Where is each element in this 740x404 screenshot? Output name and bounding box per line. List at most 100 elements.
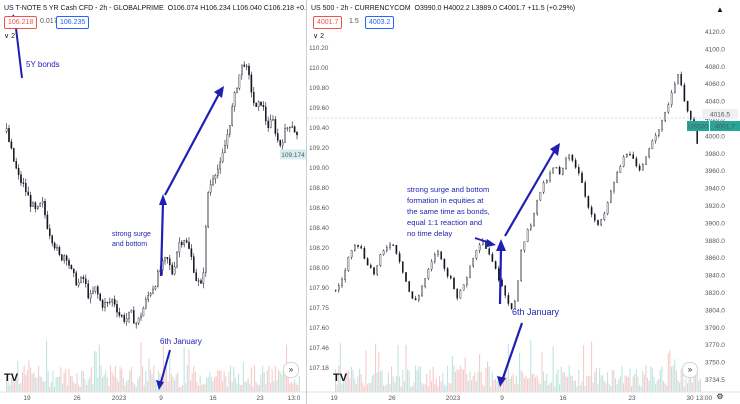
volume-bar <box>30 367 32 392</box>
pane-divider[interactable] <box>306 0 307 404</box>
x-tick-label: 26 <box>73 395 81 402</box>
volume-bar <box>183 347 185 392</box>
chart-pane-spx[interactable]: 19 26 2023 9 16 23 30 13:00 4120.0 4100.0 4080.0 40… <box>307 0 740 404</box>
left-axis-tick-label: 107.18 <box>309 365 329 372</box>
volume-bar <box>672 365 674 392</box>
spx-buy-box[interactable]: 4003.2 <box>365 16 395 29</box>
candle-body <box>376 265 378 275</box>
volume-bar <box>637 376 639 392</box>
volume-bar <box>166 367 168 392</box>
volume-bar <box>142 366 144 392</box>
volume-bar <box>455 371 457 392</box>
volume-bar <box>581 381 583 392</box>
volume-bar <box>482 384 484 392</box>
arrow-pointer-head <box>487 239 496 247</box>
y-tick-label: 3790.0 <box>705 325 725 332</box>
volume-bar <box>501 384 503 392</box>
candle-body <box>405 272 407 282</box>
candle-body <box>92 291 94 294</box>
candle-body <box>379 254 382 266</box>
volume-bar <box>94 351 96 392</box>
candle-body <box>632 154 635 159</box>
bonds-scroll-right-button[interactable]: » <box>283 362 299 378</box>
chart-pane-bonds[interactable]: 19 26 2023 9 16 23 13:0 109.174 5Y bonds strong s… <box>0 0 348 404</box>
volume-bar <box>458 370 460 392</box>
candle-body <box>260 101 262 106</box>
candle-body <box>520 250 523 281</box>
volume-bar <box>453 365 455 392</box>
volume-bar <box>551 381 553 392</box>
volume-bar <box>49 386 51 392</box>
candle-body <box>526 228 529 242</box>
bonds-buy-box[interactable]: 106.235 <box>56 16 90 29</box>
volume-bar <box>98 344 100 392</box>
left-axis-tick-label: 108.60 <box>309 205 329 212</box>
left-axis-tick-label: 107.90 <box>309 285 329 292</box>
volume-bar <box>63 372 65 392</box>
volume-bar <box>351 367 353 392</box>
volume-bar <box>191 373 193 392</box>
volume-bar <box>105 370 107 392</box>
candle-body <box>578 167 580 174</box>
volume-bar <box>394 382 396 392</box>
volume-bar <box>140 342 142 392</box>
volume-bar <box>375 343 377 392</box>
left-axis-tick-label: 108.80 <box>309 185 329 192</box>
volume-bar <box>347 369 349 392</box>
volume-bar <box>696 366 698 392</box>
volume-bar <box>201 385 203 392</box>
bonds-title: US T-NOTE 5 YR Cash CFD - 2h - GLOBALPRI… <box>4 5 164 12</box>
volume-bar <box>170 373 172 392</box>
volume-bar <box>485 368 487 392</box>
bonds-sell-box[interactable]: 106.218 <box>4 16 38 29</box>
volume-bar <box>475 381 477 392</box>
volume-bar <box>688 369 690 392</box>
spx-indicators-toggle[interactable]: ∨ 2 <box>313 33 324 40</box>
spx-sell-box[interactable]: 4001.7 <box>313 16 343 29</box>
candle-body <box>533 213 535 226</box>
volume-bar <box>17 360 19 392</box>
volume-bar <box>135 386 137 392</box>
spx-chart-canvas[interactable]: 19 26 2023 9 16 23 30 13:00 4120.0 4100.0 4080.0 40… <box>307 0 740 404</box>
volume-bar <box>295 383 297 392</box>
volume-bar <box>238 374 240 392</box>
spx-scroll-right-button[interactable]: » <box>682 362 698 378</box>
y-tick-label: 4100.0 <box>705 46 725 53</box>
candle-body <box>545 180 548 183</box>
candle-body <box>677 74 679 85</box>
volume-bar <box>403 381 405 392</box>
volume-bar <box>671 366 673 392</box>
volume-bar <box>648 381 650 392</box>
annotation-text-line: strong surge and bottom <box>407 185 489 194</box>
volume-bar <box>389 384 391 392</box>
volume-bar <box>418 366 420 392</box>
volume-bar <box>186 365 188 392</box>
volume-bar <box>504 369 506 392</box>
candle-body <box>587 196 590 208</box>
candle-body <box>661 120 663 130</box>
volume-bar <box>627 376 629 392</box>
settings-gear-icon[interactable]: ⚙ <box>716 392 724 401</box>
volume-bar <box>14 381 16 392</box>
volume-bar <box>659 369 661 392</box>
candle-body <box>613 182 615 192</box>
volume-bar <box>262 366 264 392</box>
candle-body <box>683 84 686 102</box>
candle-body <box>200 280 202 284</box>
volume-bar <box>640 386 642 392</box>
volume-bar <box>639 385 641 392</box>
candle-body <box>168 258 171 266</box>
volume-bar <box>495 378 497 392</box>
tv-logo-right: TV <box>333 372 348 384</box>
x-tick-label: 30 <box>686 395 694 402</box>
candle-body <box>29 195 32 207</box>
volume-bar <box>57 376 59 392</box>
bonds-indicators-toggle[interactable]: ∨ 2 <box>4 33 15 40</box>
volume-bar <box>363 386 365 392</box>
volume-bar <box>102 377 104 392</box>
bonds-chart-canvas[interactable]: 19 26 2023 9 16 23 13:0 109.174 5Y bonds strong s… <box>0 0 306 404</box>
candle-body <box>252 92 255 104</box>
collapse-up-icon[interactable]: ▲ <box>713 3 727 17</box>
volume-bar <box>618 379 620 392</box>
